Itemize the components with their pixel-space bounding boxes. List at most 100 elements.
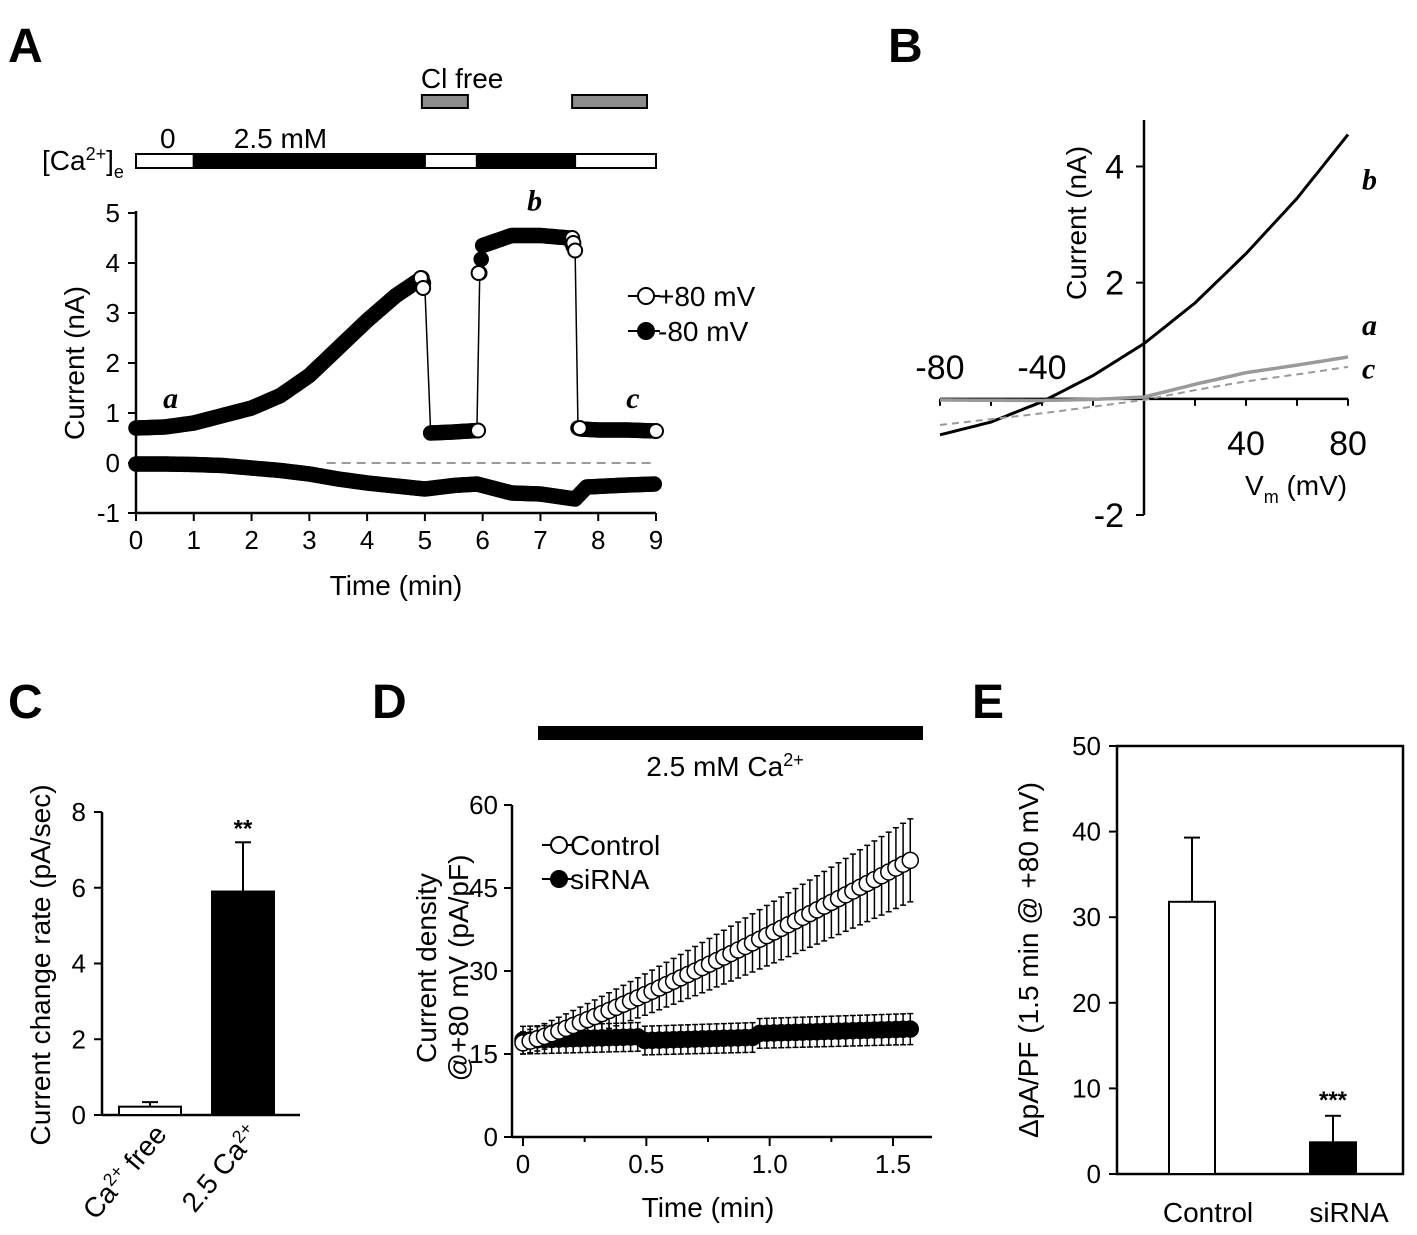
panel-a-point-plus80-open — [571, 420, 588, 436]
panel-a-y-tick-label: -1 — [97, 498, 120, 528]
panel-c-bar — [211, 890, 275, 1116]
ca-label-sub: e — [114, 162, 124, 182]
panel-d-y-tick-label: 30 — [469, 956, 498, 986]
panel-c-y-axis-label: Current change rate (pA/sec) — [25, 784, 56, 1145]
panel-b-annotation: a — [1362, 309, 1377, 342]
panel-a-ca-segment-label: 2.5 mM — [234, 123, 327, 154]
panel-e-y-tick-label: 30 — [1072, 902, 1101, 932]
panel-b-y-tick-label: -2 — [1094, 497, 1124, 535]
panel-d-y-tick-label: 0 — [484, 1122, 498, 1152]
panel-e-significance: *** — [1319, 1087, 1348, 1114]
panel-a-point-plus80-open — [470, 422, 487, 439]
panel-label-d: D — [372, 676, 407, 729]
panel-d-ca-bar — [538, 726, 923, 740]
panel-d-point-siRNA — [901, 1020, 920, 1038]
panel-a-y-axis-label: Current (nA) — [59, 286, 90, 440]
panel-c-y-tick-label: 0 — [72, 1100, 86, 1130]
panel-b-annotation: c — [1362, 352, 1375, 385]
ca-label-main: [Ca — [42, 145, 86, 176]
panel-d-y-tick-label: 45 — [469, 873, 498, 903]
panel-b-chart: 4 2 -2 -80 -40 40 80 Vm (mV) Current (nA) b ac — [915, 120, 1377, 535]
panel-a-ca-segment — [192, 153, 426, 169]
panel-a-y-tick-label: 5 — [106, 198, 120, 228]
panel-b-x-tick-label: 80 — [1329, 425, 1367, 463]
vm-main: V — [1245, 470, 1264, 501]
panel-e-x-tick-label: siRNA — [1309, 1197, 1389, 1228]
panel-e-chart: 0 10 20 30 40 50 ΔpA/PF (1.5 min @ +80 mV) Cont… — [1013, 731, 1405, 1228]
cat-main: 2.5 Ca — [176, 1134, 253, 1217]
panel-d-x-tick-label: 1.0 — [752, 1149, 788, 1179]
panel-b-y-tick-label: 2 — [1105, 265, 1124, 303]
panel-d-y-tick-label: 15 — [469, 1039, 498, 1069]
panel-a-x-tick-label: 3 — [302, 525, 316, 555]
vm-sub: m — [1264, 487, 1279, 507]
panel-a-x-tick-label: 2 — [244, 525, 258, 555]
panel-e-bar — [1309, 1141, 1357, 1176]
panel-a-trace-plus80 — [135, 234, 657, 434]
panel-b-trace-c — [939, 365, 1349, 426]
panel-e-y-tick-label: 0 — [1087, 1159, 1101, 1189]
panel-e-y-tick-label: 40 — [1072, 817, 1101, 847]
panel-a-ca-segment — [574, 153, 657, 169]
ca-bar-sup: 2+ — [783, 750, 804, 770]
panel-b-annotation: b — [1362, 164, 1377, 197]
panel-a-x-tick-label: 6 — [475, 525, 489, 555]
panel-a-y-tick-label: 2 — [106, 348, 120, 378]
panel-a-cl-free-label: Cl free — [421, 63, 503, 94]
panel-a-y-tick-label: 0 — [106, 448, 120, 478]
panel-e-y-axis-label: ΔpA/PF (1.5 min @ +80 mV) — [1013, 782, 1044, 1138]
panel-a-y-tick-label: 3 — [106, 298, 120, 328]
panel-label-e: E — [972, 676, 1004, 729]
panel-a-point-plus80-open — [415, 280, 432, 296]
panel-a-y-tick-label: 1 — [106, 398, 120, 428]
panel-d-legend-marker-filled — [550, 870, 568, 888]
panel-b-trace-a — [940, 355, 1349, 403]
panel-a-annotation: a — [163, 382, 178, 415]
panel-c-y-tick-label: 4 — [72, 949, 86, 979]
panel-a-x-tick-label: 7 — [533, 525, 547, 555]
panel-a-x-tick-label: 1 — [187, 525, 201, 555]
panel-a-x-tick-label: 0 — [129, 525, 143, 555]
panel-b-x-tick-label: 40 — [1227, 425, 1265, 463]
panel-d-ca-bar-label: 2.5 mM Ca2+ — [646, 750, 803, 782]
panel-a-x-tick-label: 4 — [360, 525, 374, 555]
vm-unit: (mV) — [1279, 470, 1347, 501]
panel-d-y-axis-label-line2: @+80 mV (pA/pF) — [443, 855, 474, 1082]
panel-d-chart: 0 15 30 45 60 0 0.5 1.0 1.5 Time (min) Current den… — [411, 726, 932, 1223]
panel-d-x-axis-label: Time (min) — [642, 1192, 775, 1223]
panel-a-x-tick-label: 8 — [591, 525, 605, 555]
panel-e-frame — [1115, 744, 1405, 1176]
panel-e-x-tick-label: Control — [1163, 1197, 1253, 1228]
panel-b-y-axis-label: Current (nA) — [1061, 146, 1092, 300]
panel-b-trace-b — [939, 133, 1350, 437]
panel-d-x-tick-label: 0 — [516, 1149, 530, 1179]
panel-c-x-tick-label: 2.5 Ca2+ — [175, 1118, 266, 1217]
panel-label-a: A — [8, 20, 43, 73]
panel-a-cl-free-bar — [420, 94, 469, 109]
panel-d-legend-marker-open — [550, 836, 568, 854]
panel-a-ca-label: [Ca2+]e — [42, 144, 124, 182]
panel-d-y-axis-label-line1: Current density — [411, 873, 442, 1063]
panel-a-legend-marker-filled — [637, 322, 655, 340]
panel-d-legend-label: siRNA — [570, 864, 650, 895]
panel-a-point-plus80-open — [648, 423, 664, 439]
panel-d-x-tick-label: 1.5 — [875, 1149, 911, 1179]
panel-a-annotation: c — [626, 382, 639, 415]
panel-label-b: B — [888, 20, 923, 73]
panel-b-x-tick-label: -40 — [1017, 349, 1066, 387]
panel-a-annotation: b — [527, 185, 542, 218]
panel-a-ca-segment — [135, 153, 195, 169]
panel-a-ca-segment-label: 0 — [160, 123, 176, 154]
panel-c-significance: ** — [234, 815, 253, 842]
panel-a-x-tick-label: 9 — [649, 525, 663, 555]
panel-e-y-tick-label: 10 — [1072, 1073, 1101, 1103]
panel-a-legend-marker-open — [637, 287, 655, 305]
panel-e-bar — [1168, 900, 1216, 1175]
panel-a-ca-segment — [475, 153, 577, 169]
ca-label-close: ] — [106, 145, 114, 176]
panel-d-legend-label: Control — [570, 830, 660, 861]
panel-c-bar — [118, 1105, 182, 1116]
panel-c-y-tick-label: 2 — [72, 1024, 86, 1054]
panel-d-y-tick-label: 60 — [469, 790, 498, 820]
